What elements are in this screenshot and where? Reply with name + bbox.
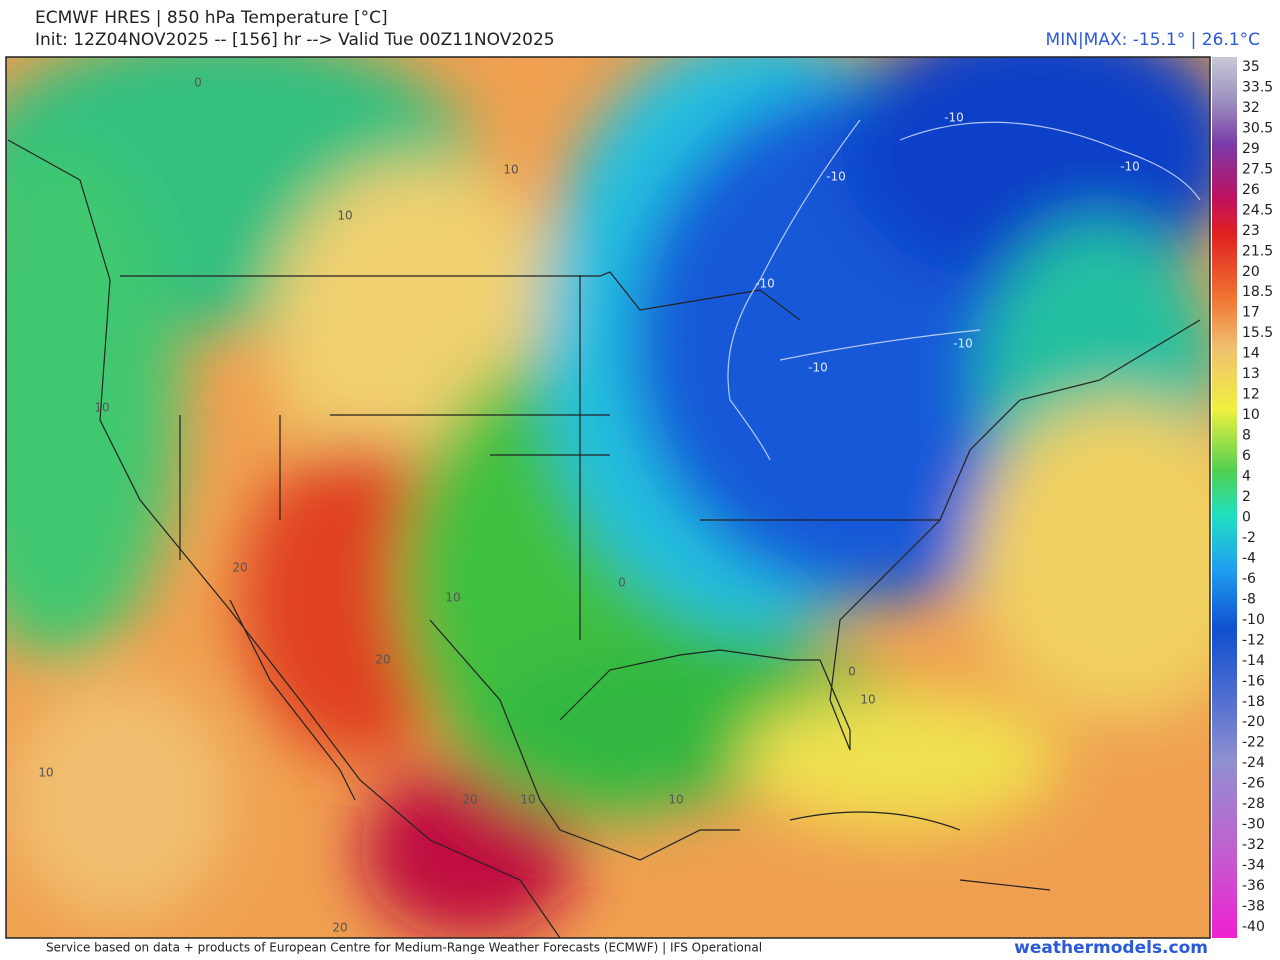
contour-label: 0 (618, 576, 626, 590)
colorbar-label: -6 (1242, 571, 1256, 587)
colorbar-label: -34 (1242, 858, 1265, 874)
colorbar-label: 8 (1242, 428, 1251, 444)
contour-label: -10 (826, 170, 846, 184)
subtitle: Init: 12Z04NOV2025 -- [156] hr --> Valid… (35, 30, 555, 50)
contour-label: 10 (520, 793, 535, 807)
brand[interactable]: weathermodels.com (1014, 938, 1208, 958)
contour-label: -10 (1120, 160, 1140, 174)
colorbar-label: 18.5 (1242, 284, 1273, 300)
colorbar-label: 2 (1242, 489, 1251, 505)
contour-label: 10 (337, 209, 352, 223)
colorbar-label: 27.5 (1242, 161, 1273, 177)
colorbar-label: -8 (1242, 591, 1256, 607)
temperature-field: 0 10 10 -10 -10 -10 -10 -10 -10 10 20 10 0 20 0 10 10 20 1… (6, 57, 1210, 938)
colorbar-label: -38 (1242, 899, 1265, 915)
colorbar (1212, 57, 1237, 938)
credit: Service based on data + products of Euro… (46, 941, 762, 955)
colorbar-label: 12 (1242, 387, 1260, 403)
colorbar-label: 29 (1242, 141, 1260, 157)
colorbar-label: 17 (1242, 305, 1260, 321)
colorbar-label: -18 (1242, 694, 1265, 710)
colorbar-label: 23 (1242, 223, 1260, 239)
colorbar-label: -30 (1242, 817, 1265, 833)
contour-label: 10 (38, 766, 53, 780)
contour-label: 20 (375, 653, 390, 667)
colorbar-label: 26 (1242, 182, 1260, 198)
colorbar-label: -10 (1242, 612, 1265, 628)
colorbar-label: -4 (1242, 550, 1256, 566)
contour-label: 0 (194, 76, 202, 90)
colorbar-label: -32 (1242, 837, 1265, 853)
colorbar-label: -2 (1242, 530, 1256, 546)
contour-label: -10 (808, 361, 828, 375)
colorbar-label: -24 (1242, 755, 1265, 771)
colorbar-label: -22 (1242, 735, 1265, 751)
colorbar-label: 15.5 (1242, 325, 1273, 341)
colorbar-label: -28 (1242, 796, 1265, 812)
contour-label: 10 (445, 591, 460, 605)
colorbar-label: 14 (1242, 346, 1260, 362)
colorbar-label: 6 (1242, 448, 1251, 464)
colorbar-label: 35 (1242, 59, 1260, 75)
colorbar-label: -12 (1242, 632, 1265, 648)
colorbar-label: -26 (1242, 776, 1265, 792)
colorbar-label: -36 (1242, 878, 1265, 894)
contour-label: 20 (232, 561, 247, 575)
contour-label: 0 (848, 665, 856, 679)
min-max: MIN|MAX: -15.1° | 26.1°C (1046, 30, 1260, 50)
contour-label: -10 (944, 111, 964, 125)
colorbar-label: 24.5 (1242, 202, 1273, 218)
colorbar-label: 30.5 (1242, 120, 1273, 136)
contour-label: 10 (94, 401, 109, 415)
colorbar-label: 32 (1242, 100, 1260, 116)
colorbar-label: 10 (1242, 407, 1260, 423)
colorbar-label: -20 (1242, 714, 1265, 730)
contour-label: -10 (953, 337, 973, 351)
colorbar-label: 0 (1242, 509, 1251, 525)
colorbar-label: 20 (1242, 264, 1260, 280)
contour-label: 10 (503, 163, 518, 177)
contour-label: 20 (462, 793, 477, 807)
map-frame (5, 56, 1211, 939)
colorbar-label: -14 (1242, 653, 1265, 669)
contour-label: -10 (755, 277, 775, 291)
colorbar-label: 33.5 (1242, 79, 1273, 95)
colorbar-label: -16 (1242, 673, 1265, 689)
contour-label: 20 (332, 921, 347, 935)
colorbar-label: 4 (1242, 469, 1251, 485)
colorbar-label: 13 (1242, 366, 1260, 382)
colorbar-label: -40 (1242, 919, 1265, 935)
colorbar-label: 21.5 (1242, 243, 1273, 259)
contour-label: 10 (860, 693, 875, 707)
title: ECMWF HRES | 850 hPa Temperature [°C] (35, 8, 388, 28)
contour-label: 10 (668, 793, 683, 807)
